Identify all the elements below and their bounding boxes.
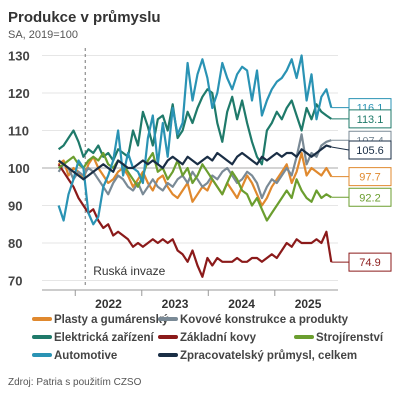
end-label-box (348, 167, 392, 187)
chart-title: Produkce v průmyslu (8, 9, 161, 26)
legend-label: Automotive (54, 350, 117, 362)
series-lines (57, 54, 333, 278)
end-label-value: 74.9 (359, 257, 380, 269)
end-label-value: 105.6 (356, 145, 384, 157)
x-tick-label: 2024 (228, 297, 255, 311)
annotation-russian-invasion: Ruská invaze (93, 264, 165, 278)
series-line-6 (57, 144, 332, 181)
series-line-3 (57, 163, 333, 278)
legend-label: Strojírenství (316, 332, 384, 344)
x-tick-label: 2025 (295, 297, 322, 311)
end-label-box (348, 252, 392, 272)
legend-label: Zpracovatelský průmysl, celkem (180, 350, 357, 362)
end-label-connector (331, 146, 350, 151)
chart-subtitle: SA, 2019=100 (8, 29, 78, 41)
legend: Plasty a gumárenský Kovové konstrukce a p… (32, 314, 384, 362)
y-tick-label: 110 (8, 124, 29, 139)
end-label-value: 92.2 (359, 192, 380, 204)
x-tick-label: 2023 (162, 297, 189, 311)
x-axis: 2022 2023 2024 2025 (42, 289, 338, 311)
y-tick-label: 80 (8, 236, 22, 251)
legend-label: Kovové konstrukce a produkty (180, 314, 349, 326)
end-label-box (348, 187, 392, 207)
y-axis: 70 80 90 100 110 120 130 (8, 49, 30, 289)
y-tick-label: 120 (8, 86, 30, 101)
end-label-box (348, 109, 392, 129)
annotation: Ruská invaze (84, 48, 166, 288)
end-label-value: 97.7 (359, 172, 380, 184)
source-note: Zdroj: Patria s použitím CZSO (8, 377, 142, 388)
y-tick-label: 70 (8, 274, 22, 289)
series-line-5 (57, 54, 333, 226)
legend-label: Základní kovy (180, 332, 257, 344)
y-tick-label: 130 (8, 49, 30, 64)
legend-label: Plasty a gumárenský (54, 314, 169, 326)
x-tick-label: 2022 (95, 297, 122, 311)
legend-label: Elektrická zařízení (54, 332, 155, 344)
y-tick-label: 90 (8, 199, 22, 214)
series-line-4 (57, 151, 332, 222)
y-tick-label: 100 (8, 161, 30, 176)
gridlines (42, 55, 338, 281)
end-label-value: 113.1 (357, 114, 384, 126)
series-line-0 (57, 151, 333, 207)
end-label-box (348, 140, 392, 160)
